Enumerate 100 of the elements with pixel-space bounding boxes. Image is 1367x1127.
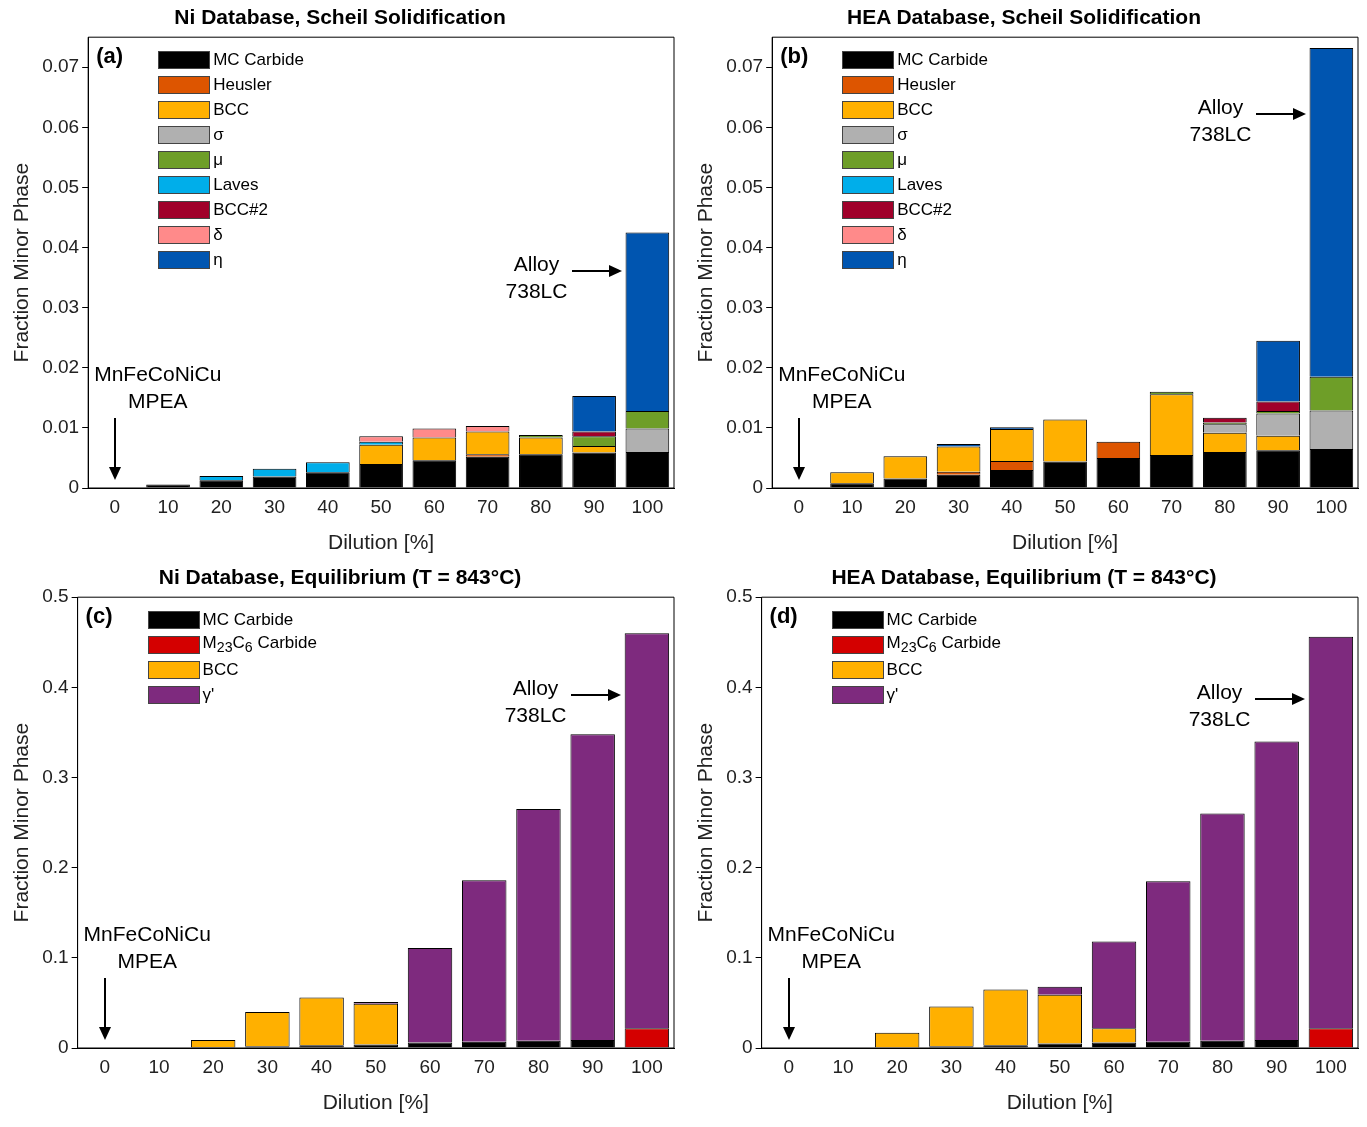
legend-label: Heusler [897,73,956,96]
y-tick-label: 0.05 [42,175,80,197]
annotation: (d) [769,603,798,630]
x-tick-label: 80 [530,495,552,517]
y-tick-label: 0.06 [726,115,764,137]
x-tick-label: 50 [370,495,392,517]
legend-label: σ [213,123,224,146]
x-axis-title: Dilution [%] [322,1090,429,1114]
annotation: MnFeCoNiCu MPEA [83,921,211,974]
y-tick-label: 0.06 [42,115,80,137]
legend-label: BCC [886,658,923,681]
legend-label: MC Carbide [202,608,294,631]
x-tick-label: 100 [1315,495,1348,517]
x-axis-title: Dilution [%] [1011,530,1119,554]
x-tick-label: 20 [210,495,232,517]
x-tick-label: 0 [783,1055,795,1077]
x-tick-label: 10 [157,495,179,517]
y-tick-label: 0.4 [726,675,754,697]
x-tick-label: 100 [1315,1055,1347,1077]
x-tick-label: 10 [148,1055,170,1077]
y-axis-title: Fraction Minor Phase [693,722,717,923]
x-tick-label: 90 [1266,1055,1288,1077]
legend-label: Heusler [213,73,272,96]
x-tick-label: 30 [256,1055,278,1077]
legend-label: δ [897,223,907,246]
x-tick-label: 0 [99,1055,111,1077]
annotation: (c) [85,603,113,630]
y-tick-label: 0.07 [42,55,80,77]
chart-title: Ni Database, Equilibrium (T = 843°C) [158,565,522,589]
y-tick-label: 0 [68,476,80,498]
x-tick-label: 100 [631,495,664,517]
annotation: (b) [780,43,809,70]
x-tick-label: 90 [583,495,605,517]
x-tick-label: 10 [841,495,863,517]
x-tick-label: 90 [582,1055,604,1077]
y-tick-label: 0 [752,476,764,498]
legend-label: BCC [202,658,239,681]
x-tick-label: 30 [948,495,970,517]
legend-label: BCC [897,98,934,121]
y-tick-label: 0.2 [726,855,753,877]
x-tick-label: 10 [832,1055,854,1077]
chart-title: HEA Database, Equilibrium (T = 843°C) [831,565,1217,589]
x-tick-label: 60 [1107,495,1129,517]
legend-label: μ [213,148,223,171]
y-tick-label: 0.4 [42,675,70,697]
x-tick-label: 20 [894,495,916,517]
x-tick-label: 70 [473,1055,495,1077]
chart-title: Ni Database, Scheil Solidification [174,5,506,29]
x-tick-label: 70 [1157,1055,1179,1077]
x-tick-label: 80 [1211,1055,1234,1077]
annotation: Alloy 738LC [504,675,567,729]
x-tick-label: 60 [419,1055,441,1077]
legend-label: Laves [213,173,259,196]
x-axis-title: Dilution [%] [1006,1090,1113,1114]
x-tick-label: 50 [1054,495,1076,517]
legend-label: M$_{23}$C$_{6}$ Carbide [886,631,1001,657]
x-tick-label: 80 [527,1055,550,1077]
y-axis-title: Fraction Minor Phase [9,722,33,923]
x-tick-label: 60 [1103,1055,1125,1077]
legend-label: γ' [886,683,899,706]
y-tick-label: 0.01 [42,416,80,438]
legend-label: MC Carbide [897,48,988,71]
x-tick-label: 40 [995,1055,1017,1077]
x-tick-label: 30 [264,495,286,517]
x-tick-label: 90 [1267,495,1289,517]
x-tick-label: 20 [202,1055,224,1077]
y-tick-label: 0.03 [726,295,764,317]
y-tick-label: 0.01 [726,416,764,438]
annotation: Alloy 738LC [1189,94,1252,147]
y-tick-label: 0.2 [42,855,69,877]
x-tick-label: 100 [631,1055,663,1077]
y-tick-label: 0 [742,1036,753,1058]
y-tick-label: 0.03 [42,295,80,317]
legend-label: BCC [213,98,250,121]
annotation: (a) [96,43,124,70]
y-axis-title: Fraction Minor Phase [9,162,33,363]
x-tick-label: 40 [1001,495,1023,517]
legend-label: η [213,248,223,271]
legend-label: MC Carbide [213,48,304,71]
legend-label: Laves [897,173,943,196]
x-tick-label: 40 [317,495,339,517]
y-tick-label: 0.3 [726,765,753,787]
y-tick-label: 0.05 [726,175,764,197]
annotation: MnFeCoNiCu MPEA [767,921,895,974]
y-tick-label: 0.3 [42,765,69,787]
legend-label: BCC#2 [897,198,952,221]
x-axis-title: Dilution [%] [327,530,435,554]
y-tick-label: 0.5 [726,585,753,607]
annotation: MnFeCoNiCu MPEA [778,361,906,414]
annotation: Alloy 738LC [1188,678,1251,732]
legend-label: MC Carbide [886,608,978,631]
y-tick-label: 0.1 [42,946,69,968]
y-tick-label: 0.5 [42,585,69,607]
legend-label: BCC#2 [213,198,268,221]
annotation: MnFeCoNiCu MPEA [94,361,222,414]
y-axis-title: Fraction Minor Phase [693,162,717,363]
x-tick-label: 70 [1161,495,1183,517]
y-tick-label: 0.02 [42,356,80,378]
x-tick-label: 20 [886,1055,908,1077]
legend-label: μ [897,148,907,171]
